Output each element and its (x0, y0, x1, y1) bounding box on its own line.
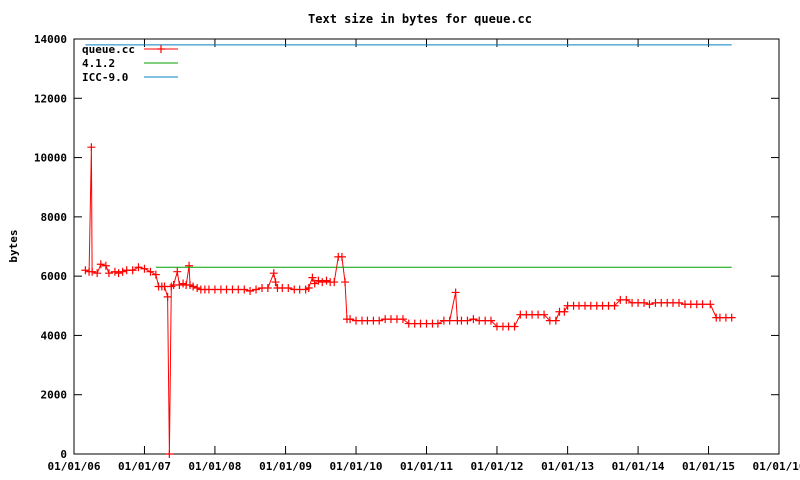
y-axis-label: bytes (7, 229, 20, 262)
x-tick-label: 01/01/07 (118, 460, 171, 473)
data-point (104, 269, 113, 278)
x-tick-label: 01/01/08 (188, 460, 241, 473)
data-point (165, 450, 174, 458)
data-point (445, 316, 454, 325)
x-tick-label: 01/01/06 (48, 460, 101, 473)
data-point (645, 300, 654, 309)
x-tick-label: 01/01/09 (259, 460, 312, 473)
axes: 0 2000 4000 6000 8000 10000 12000 14000 01/01/06… (34, 33, 800, 473)
data-point (346, 315, 355, 324)
data-point (189, 282, 198, 291)
series-queue.cc (81, 143, 736, 458)
series-layer (81, 44, 736, 458)
data-point (463, 316, 472, 325)
data-point (193, 284, 202, 292)
data-point (706, 300, 715, 309)
x-tick-label: 01/01/10 (330, 460, 383, 473)
data-point (240, 285, 249, 294)
data-point (114, 269, 123, 278)
x-tick-label: 01/01/12 (470, 460, 523, 473)
y-tick-label: 10000 (34, 152, 67, 165)
data-point (252, 285, 261, 294)
legend-marker (157, 45, 165, 53)
x-tick-label: 01/01/13 (541, 460, 594, 473)
data-point (375, 316, 384, 325)
data-point (433, 319, 442, 328)
data-point (622, 295, 631, 304)
data-point (560, 307, 569, 316)
y-tick-label: 6000 (41, 270, 68, 283)
data-point (271, 278, 280, 287)
legend-label: ICC-9.0 (82, 71, 128, 84)
data-point (486, 316, 495, 325)
data-point (185, 261, 194, 270)
data-point (610, 301, 619, 310)
data-point (727, 313, 736, 322)
data-point (308, 273, 317, 282)
y-tick-label: 14000 (34, 33, 67, 46)
data-point (173, 267, 182, 276)
x-tick-label: 01/01/11 (400, 460, 453, 473)
data-point (151, 270, 160, 279)
data-point (469, 315, 478, 324)
x-tick-label: 01/01/14 (612, 460, 665, 473)
legend-label: queue.cc (82, 43, 135, 56)
data-point (96, 260, 105, 269)
data-point (318, 278, 327, 287)
data-point (128, 266, 137, 275)
data-point (640, 298, 649, 307)
data-point (284, 284, 293, 292)
y-tick-label: 12000 (34, 92, 67, 105)
x-tick-label: 01/01/15 (682, 460, 735, 473)
data-point (118, 267, 127, 276)
data-point (510, 322, 519, 331)
y-tick-label: 4000 (41, 329, 68, 342)
data-point (263, 284, 272, 292)
data-point (304, 284, 313, 292)
data-point (330, 278, 339, 287)
data-point (246, 286, 255, 295)
data-point (110, 267, 119, 276)
data-point (146, 267, 155, 276)
data-point (134, 263, 143, 272)
legend-label: 4.1.2 (82, 57, 115, 70)
data-point (163, 292, 172, 301)
data-point (341, 278, 350, 287)
plot-frame (73, 38, 780, 455)
y-tick-label: 2000 (41, 389, 68, 402)
data-point (540, 310, 549, 319)
y-tick-label: 8000 (41, 211, 68, 224)
data-point (81, 266, 90, 275)
data-point (175, 281, 184, 290)
data-point (337, 252, 346, 261)
data-point (322, 276, 331, 285)
data-point (675, 298, 684, 307)
data-point (551, 316, 560, 325)
data-point (88, 267, 97, 276)
data-point (93, 269, 102, 278)
data-point (160, 282, 169, 291)
y-tick-label: 0 (60, 448, 67, 461)
data-point (101, 261, 110, 270)
data-point (140, 264, 149, 273)
series-line (85, 147, 732, 455)
chart-title: Text size in bytes for queue.cc (308, 12, 532, 26)
data-point (314, 276, 323, 285)
data-point (398, 315, 407, 324)
data-point (451, 288, 460, 297)
data-point (87, 143, 96, 152)
x-tick-label: 01/01/16 (753, 460, 800, 473)
data-point (698, 300, 707, 309)
data-point (269, 269, 278, 278)
